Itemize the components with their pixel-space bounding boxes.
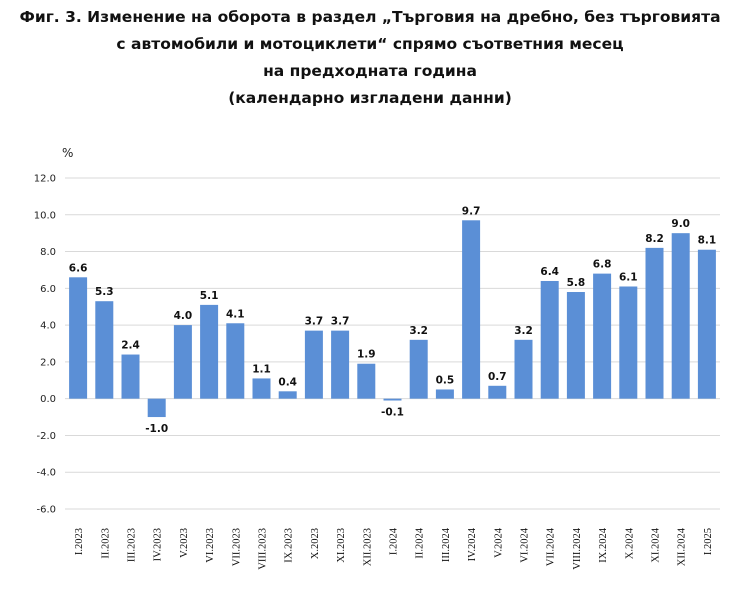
data-label: 5.1 [200, 290, 219, 302]
x-category-label: XII.2024 [677, 527, 688, 566]
x-category-label: V.2023 [179, 528, 190, 558]
data-label: 0.4 [278, 376, 297, 388]
bar [69, 277, 88, 399]
data-label: 2.4 [121, 340, 140, 352]
x-category-label: III.2024 [441, 527, 452, 562]
x-category-label: V.2024 [493, 527, 504, 558]
x-category-label: IX.2023 [284, 528, 295, 563]
bar [409, 339, 428, 399]
data-label: 3.2 [514, 325, 533, 337]
y-tick-label: -6.0 [36, 505, 56, 516]
data-label: 4.0 [174, 310, 193, 322]
bar [226, 323, 245, 399]
data-label: 0.7 [488, 371, 507, 383]
x-axis-categories: I.2023 II.2023 III.2023 IV.2023 V.2023 VI.202… [74, 527, 714, 569]
data-label: -0.1 [381, 407, 404, 419]
data-label: 6.1 [619, 271, 638, 283]
title-line-4: (календарно изгладени данни) [228, 89, 512, 107]
bar [200, 304, 219, 399]
data-label: 8.1 [698, 235, 717, 247]
x-category-label: I.2023 [74, 528, 85, 555]
data-label: 1.9 [357, 349, 376, 361]
data-label: 8.2 [645, 233, 664, 245]
bar [540, 280, 559, 399]
x-category-label: I.2025 [703, 528, 714, 555]
bar [278, 391, 297, 399]
x-category-label: IV.2024 [467, 527, 478, 561]
bars [69, 220, 716, 418]
x-category-label: VIII.2024 [572, 527, 583, 569]
x-category-label: IV.2023 [153, 528, 164, 561]
bar [331, 330, 350, 399]
bar [619, 286, 638, 399]
data-label: 5.3 [95, 286, 114, 298]
x-category-label: VII.2024 [546, 527, 557, 566]
x-category-label: VI.2023 [205, 528, 216, 563]
data-label: 6.4 [540, 266, 559, 278]
x-category-label: VII.2023 [231, 528, 242, 566]
data-label: 9.0 [671, 218, 690, 230]
bar [357, 363, 376, 399]
y-axis-ticks: -6.0 -4.0 -2.0 0.0 2.0 4.0 6.0 8.0 10.0 12.0 [34, 174, 56, 516]
x-category-label: VIII.2023 [258, 528, 269, 570]
data-label: 0.5 [436, 374, 455, 386]
bar [514, 339, 533, 399]
bar [121, 354, 140, 399]
x-category-label: IX.2024 [598, 527, 609, 562]
title-line-2: с автомобили и мотоциклети“ спрямо съотв… [116, 35, 624, 53]
y-tick-label: 4.0 [40, 321, 56, 332]
data-label: -1.0 [145, 423, 168, 435]
bar [147, 398, 166, 418]
y-tick-label: 6.0 [40, 284, 56, 295]
y-tick-label: 12.0 [34, 174, 56, 185]
bar [593, 273, 612, 399]
chart-title: Фиг. 3. Изменение на оборота в раздел „Т… [0, 4, 740, 112]
x-category-label: X.2024 [624, 527, 635, 559]
bar [435, 389, 454, 399]
data-label: 1.1 [252, 363, 271, 375]
data-label: 6.8 [593, 259, 612, 271]
x-category-label: II.2023 [100, 528, 111, 559]
data-label: 6.6 [69, 262, 88, 274]
data-labels: 6.6 5.3 2.4 -1.0 4.0 5.1 4.1 1.1 0.4 3.7 3.7 1.9 -0.… [69, 205, 716, 435]
x-category-label: I.2024 [389, 527, 400, 555]
bar [697, 249, 716, 399]
bar [566, 292, 585, 399]
y-tick-label: -2.0 [36, 431, 56, 442]
y-tick-label: 2.0 [40, 357, 56, 368]
y-tick-label: 0.0 [40, 394, 56, 405]
x-category-label: XI.2024 [651, 527, 662, 562]
x-category-label: XII.2023 [362, 528, 373, 566]
title-line-3: на предходната година [263, 62, 477, 80]
data-label: 4.1 [226, 308, 245, 320]
x-category-label: XI.2023 [336, 528, 347, 563]
y-tick-label: 8.0 [40, 247, 56, 258]
x-category-label: X.2023 [310, 528, 321, 559]
data-label: 3.7 [331, 316, 350, 328]
y-tick-label: -4.0 [36, 468, 56, 479]
x-category-label: VI.2024 [520, 527, 531, 562]
bar [252, 378, 271, 399]
bar [645, 247, 664, 399]
data-label: 3.2 [409, 325, 428, 337]
bar [462, 220, 481, 399]
data-label: 3.7 [305, 316, 324, 328]
bar [173, 325, 192, 399]
bar [304, 330, 323, 399]
x-category-label: II.2024 [415, 527, 426, 558]
bar [95, 301, 114, 399]
x-category-label: III.2023 [127, 528, 138, 562]
bar [671, 233, 690, 399]
y-tick-label: 10.0 [34, 210, 56, 221]
bar [383, 398, 402, 401]
y-axis-unit-label: % [62, 146, 73, 160]
title-line-1: Фиг. 3. Изменение на оборота в раздел „Т… [19, 8, 721, 26]
data-label: 9.7 [462, 205, 481, 217]
data-label: 5.8 [567, 277, 586, 289]
bar [488, 385, 507, 399]
